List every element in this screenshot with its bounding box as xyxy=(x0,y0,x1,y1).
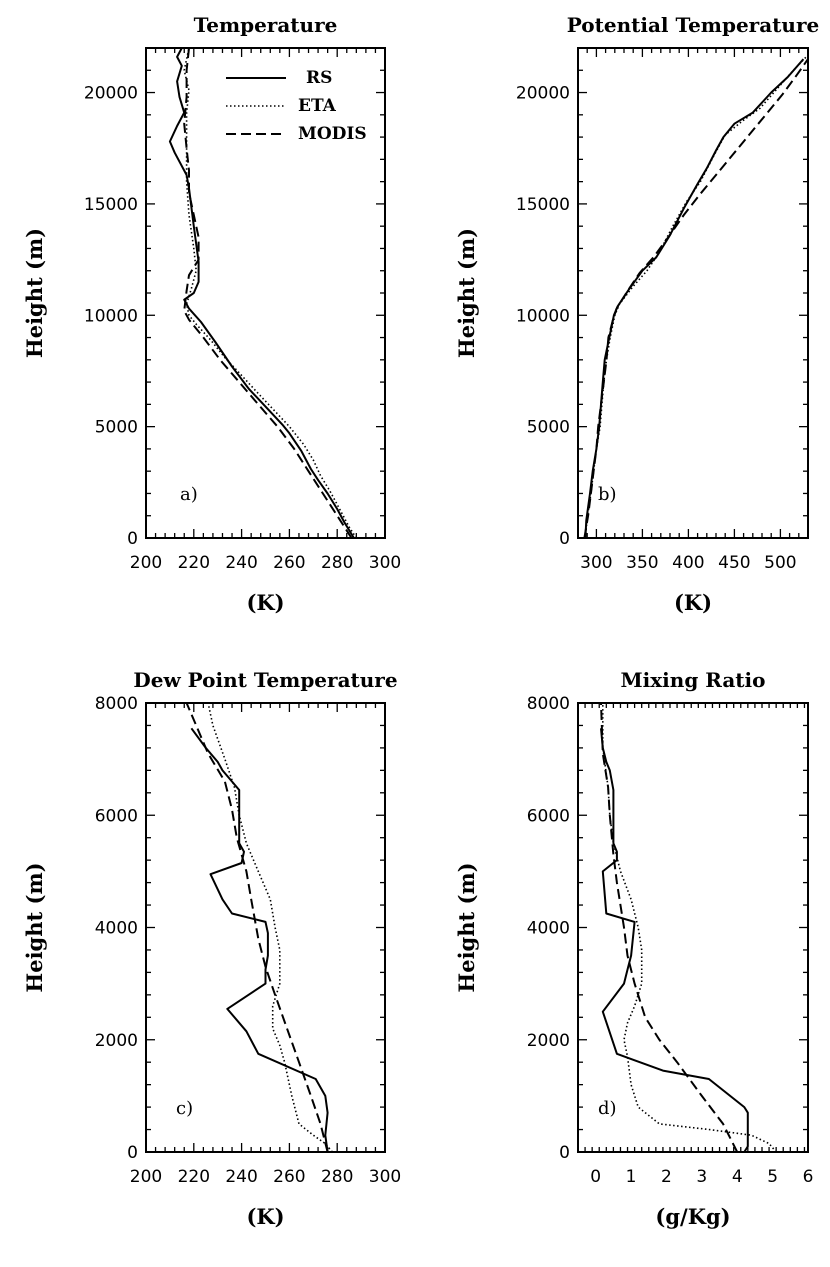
legend-label-modis: MODIS xyxy=(298,124,367,144)
plot-frame xyxy=(577,47,809,539)
series-line-rs xyxy=(584,58,805,539)
y-tick-label: 10000 xyxy=(516,306,570,326)
x-tick-label: 300 xyxy=(369,1167,401,1187)
x-axis-label: (K) xyxy=(246,1204,284,1229)
x-tick-label: 5 xyxy=(767,1167,778,1187)
series-line-rs xyxy=(600,728,749,1153)
y-tick-label: 6000 xyxy=(527,806,570,826)
x-tick-label: 220 xyxy=(178,553,210,573)
panel-title: Potential Temperature xyxy=(567,13,819,37)
x-tick-label: 240 xyxy=(225,553,257,573)
y-tick-label: 10000 xyxy=(84,306,138,326)
x-tick-label: 500 xyxy=(764,553,796,573)
y-tick-label: 20000 xyxy=(516,84,570,104)
x-tick-label: 200 xyxy=(130,1167,162,1187)
y-tick-label: 15000 xyxy=(84,195,138,215)
x-tick-label: 1 xyxy=(626,1167,637,1187)
y-axis-label: Height (m) xyxy=(22,862,47,992)
y-tick-label: 8000 xyxy=(527,694,570,714)
y-tick-label: 5000 xyxy=(527,418,570,438)
x-tick-label: 300 xyxy=(580,553,612,573)
y-tick-label: 0 xyxy=(559,1143,570,1163)
y-tick-label: 4000 xyxy=(527,919,570,939)
x-tick-label: 350 xyxy=(626,553,658,573)
y-tick-label: 6000 xyxy=(95,806,138,826)
panel-label: a) xyxy=(180,484,198,505)
panel-label: b) xyxy=(598,484,617,505)
x-tick-label: 200 xyxy=(130,553,162,573)
x-tick-label: 260 xyxy=(273,1167,305,1187)
series-line-rs xyxy=(168,47,355,539)
y-tick-label: 2000 xyxy=(95,1031,138,1051)
legend-label-rs: RS xyxy=(306,68,332,88)
x-tick-label: 400 xyxy=(672,553,704,573)
panel-label: c) xyxy=(176,1098,193,1119)
x-tick-label: 240 xyxy=(225,1167,257,1187)
plot-frame xyxy=(145,702,386,1153)
series-line-eta xyxy=(183,47,357,539)
panel-2: Potential Temperature (K) Height (m) 300 350… xyxy=(454,13,819,615)
y-tick-label: 15000 xyxy=(516,195,570,215)
x-axis-label: (K) xyxy=(674,590,712,615)
legend: RS ETA MODIS xyxy=(226,68,367,144)
y-tick-label: 0 xyxy=(559,529,570,549)
series-line-rs xyxy=(190,727,329,1153)
x-tick-label: 280 xyxy=(321,553,353,573)
series-line-modis xyxy=(583,58,809,539)
panel-3: Dew Point Temperature (K) Height (m) 200 220… xyxy=(22,668,401,1229)
y-tick-label: 4000 xyxy=(95,919,138,939)
series-line-eta xyxy=(601,703,777,1153)
x-tick-label: 6 xyxy=(803,1167,814,1187)
plot-frame xyxy=(145,47,386,539)
y-tick-label: 2000 xyxy=(527,1031,570,1051)
panel-1: Temperature (K) Height (m) 200 220 240 260 280 3… xyxy=(22,13,401,615)
x-tick-label: 4 xyxy=(732,1167,743,1187)
x-axis-label: (K) xyxy=(246,590,284,615)
x-tick-label: 3 xyxy=(696,1167,707,1187)
panel-title: Dew Point Temperature xyxy=(133,668,397,692)
series-line-modis xyxy=(185,702,329,1153)
series-line-eta xyxy=(584,56,807,539)
y-tick-label: 5000 xyxy=(95,418,138,438)
x-tick-label: 260 xyxy=(273,553,305,573)
x-tick-label: 2 xyxy=(661,1167,672,1187)
panel-label: d) xyxy=(598,1098,617,1119)
y-tick-label: 8000 xyxy=(95,694,138,714)
panel-4: Mixing Ratio (g/Kg) Height (m) 0 1 2 3 4 5 6 0 2000… xyxy=(454,668,813,1229)
series-line-eta xyxy=(207,702,334,1153)
series-line-modis xyxy=(600,702,739,1153)
x-tick-label: 300 xyxy=(369,553,401,573)
x-tick-label: 280 xyxy=(321,1167,353,1187)
y-tick-label: 0 xyxy=(127,1143,138,1163)
y-axis-label: Height (m) xyxy=(454,862,479,992)
y-tick-label: 20000 xyxy=(84,84,138,104)
x-tick-label: 450 xyxy=(718,553,750,573)
series-line-modis xyxy=(183,47,353,539)
panel-title: Mixing Ratio xyxy=(621,668,766,692)
x-tick-label: 220 xyxy=(178,1167,210,1187)
y-axis-label: Height (m) xyxy=(454,228,479,358)
y-axis-label: Height (m) xyxy=(22,228,47,358)
panel-title: Temperature xyxy=(194,13,338,37)
legend-label-eta: ETA xyxy=(298,96,337,116)
x-tick-label: 0 xyxy=(590,1167,601,1187)
y-tick-label: 0 xyxy=(127,529,138,549)
x-axis-label: (g/Kg) xyxy=(655,1204,730,1229)
